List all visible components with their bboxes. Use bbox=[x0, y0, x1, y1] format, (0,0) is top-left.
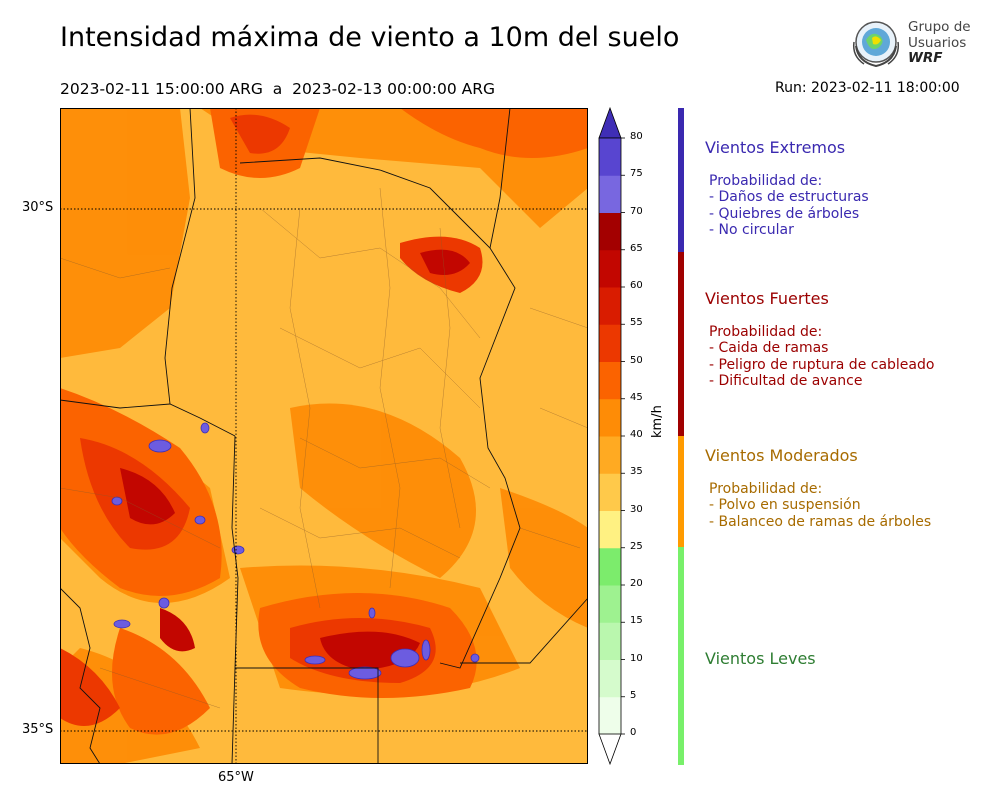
lat-label-30s: 30°S bbox=[22, 200, 54, 215]
colorbar-band bbox=[599, 398, 621, 437]
legend-bar-moderate bbox=[678, 436, 684, 547]
colorbar-tick-label: 70 bbox=[630, 205, 643, 217]
category-moderate-line: - Balanceo de ramas de árboles bbox=[709, 513, 932, 530]
colorbar-unit: km/h bbox=[650, 405, 665, 438]
colorbar-band bbox=[599, 510, 621, 549]
colorbar-tick-label: 65 bbox=[630, 242, 643, 254]
run-time: Run: 2023-02-11 18:00:00 bbox=[775, 80, 960, 96]
colorbar-band bbox=[599, 287, 621, 325]
graticule bbox=[60, 108, 588, 764]
category-strong: Vientos Fuertes Probabilidad de: - Caida… bbox=[705, 289, 934, 389]
map-title: Intensidad máxima de viento a 10m del su… bbox=[60, 22, 680, 53]
grupo-wrf-logo: Grupo de Usuarios WRF bbox=[848, 16, 978, 72]
colorbar-extend-low bbox=[598, 733, 622, 766]
category-moderate-line: - Polvo en suspensión bbox=[709, 497, 861, 514]
colorbar-band bbox=[599, 659, 621, 698]
colorbar-tick-label: 0 bbox=[630, 727, 637, 738]
category-strong-line: - Peligro de ruptura de cableado bbox=[709, 356, 935, 373]
category-light: Vientos Leves bbox=[705, 649, 816, 668]
logo-text-line1: Grupo de bbox=[908, 19, 971, 35]
colorbar-tick-label: 15 bbox=[630, 615, 643, 627]
colorbar-band bbox=[599, 324, 621, 362]
forecast-period: 2023-02-11 15:00:00 ARG a 2023-02-13 00:… bbox=[60, 80, 496, 98]
lat-label-35s: 35°S bbox=[22, 722, 54, 737]
category-extreme-line: Probabilidad de: bbox=[709, 173, 823, 189]
colorbar-extend-high bbox=[598, 106, 622, 139]
colorbar-tick-label: 10 bbox=[630, 652, 643, 664]
category-strong-line: Probabilidad de: bbox=[709, 324, 823, 340]
colorbar-band bbox=[599, 138, 621, 176]
category-moderate-title: Vientos Moderados bbox=[705, 446, 858, 465]
province-borders bbox=[60, 108, 588, 764]
colorbar-band bbox=[599, 696, 621, 735]
colorbar-band bbox=[599, 547, 621, 586]
category-moderate-line: Probabilidad de: bbox=[709, 481, 823, 497]
colorbar-tick-label: 80 bbox=[630, 131, 643, 142]
colorbar-tick-label: 30 bbox=[630, 503, 643, 515]
colorbar-tick-label: 60 bbox=[630, 280, 643, 291]
colorbar-band bbox=[599, 212, 621, 251]
colorbar-band bbox=[599, 361, 621, 400]
lon-label-65w: 65°W bbox=[218, 770, 254, 785]
colorbar-tick-label: 5 bbox=[630, 689, 637, 701]
colorbar-tick-label: 40 bbox=[630, 429, 643, 440]
category-strong-line: - Caida de ramas bbox=[709, 340, 829, 357]
severe-wind-cores bbox=[120, 249, 470, 670]
colorbar-tick-label: 50 bbox=[630, 354, 643, 366]
logo-text-line2: Usuarios bbox=[908, 35, 967, 51]
legend-bar-extreme bbox=[678, 108, 684, 252]
colorbar-tick-label: 75 bbox=[630, 168, 643, 180]
category-extreme-title: Vientos Extremos bbox=[705, 138, 846, 157]
legend-bar-light bbox=[678, 547, 684, 765]
legend-bar-strong bbox=[678, 252, 684, 436]
wind-map bbox=[60, 108, 588, 764]
colorbar bbox=[598, 106, 625, 766]
category-light-title: Vientos Leves bbox=[705, 649, 816, 668]
department-borders bbox=[60, 187, 588, 709]
colorbar-band bbox=[599, 436, 621, 474]
category-extreme-line: - No circular bbox=[709, 221, 794, 238]
colorbar-tick-label: 55 bbox=[630, 317, 643, 329]
extreme-wind-spots bbox=[111, 422, 480, 680]
colorbar-band bbox=[599, 473, 621, 511]
category-strong-line: - Dificultad de avance bbox=[709, 372, 863, 389]
colorbar-band bbox=[599, 249, 621, 288]
category-strong-title: Vientos Fuertes bbox=[705, 289, 829, 308]
colorbar-band bbox=[599, 585, 621, 623]
category-extreme-line: - Quiebres de árboles bbox=[709, 205, 860, 222]
colorbar-band bbox=[599, 622, 621, 660]
colorbar-tick-label: 25 bbox=[630, 540, 643, 552]
category-extreme: Vientos Extremos Probabilidad de: - Daño… bbox=[705, 138, 869, 238]
category-extreme-line: - Daños de estructuras bbox=[709, 189, 869, 206]
category-moderate: Vientos Moderados Probabilidad de: - Pol… bbox=[705, 446, 931, 530]
colorbar-tick-label: 45 bbox=[630, 391, 643, 403]
colorbar-tick-label: 35 bbox=[630, 466, 643, 478]
colorbar-band bbox=[599, 175, 621, 213]
colorbar-tick-label: 20 bbox=[630, 578, 643, 589]
logo-text-line3: WRF bbox=[908, 50, 943, 66]
globe-emblem-icon bbox=[852, 21, 900, 68]
